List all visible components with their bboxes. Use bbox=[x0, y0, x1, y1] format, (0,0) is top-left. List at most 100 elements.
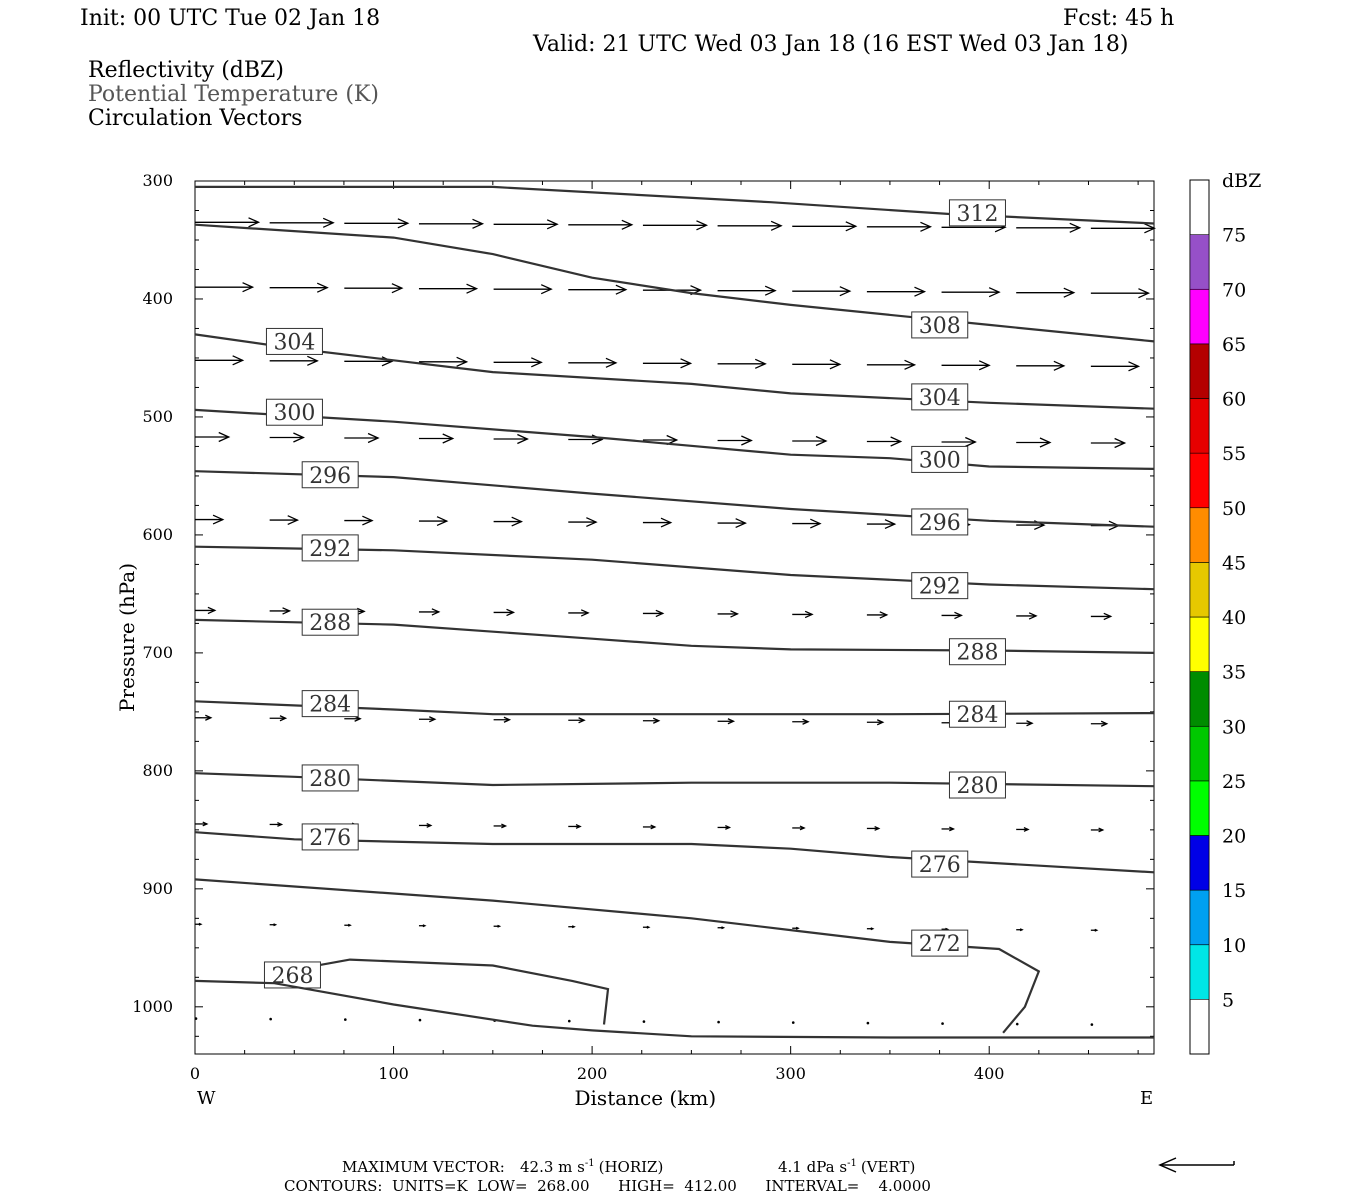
footer-max-vector-vert: 4.1 dPa s-1 (VERT) bbox=[778, 1158, 915, 1176]
vector-arrowhead bbox=[287, 515, 300, 526]
footer-max-vector-label: MAXIMUM VECTOR: bbox=[342, 1158, 505, 1176]
colorbar-band bbox=[1189, 343, 1210, 399]
contour-label-box bbox=[301, 823, 359, 851]
contour-label-box bbox=[911, 850, 969, 878]
footer-contours-info: CONTOURS: UNITS=K LOW= 268.00 HIGH= 412.… bbox=[284, 1177, 931, 1195]
vector-arrowhead bbox=[362, 515, 374, 526]
vector-arrowhead bbox=[660, 517, 673, 528]
contour-label-box bbox=[948, 700, 1006, 728]
contour-292 bbox=[194, 545, 1155, 591]
contour-label: 308 bbox=[919, 314, 961, 339]
vector-arrowhead bbox=[506, 608, 516, 617]
forecast-hour: Fcst: 45 h bbox=[1063, 6, 1174, 31]
vector-arrowhead bbox=[1094, 928, 1099, 932]
vector-arrowhead bbox=[735, 518, 747, 529]
x-end-label-east: E bbox=[1140, 1088, 1153, 1109]
vector-arrowhead bbox=[218, 431, 231, 443]
x-tick-label: 100 bbox=[378, 1064, 409, 1083]
contour-label: 296 bbox=[919, 511, 961, 536]
vector-dot bbox=[194, 1017, 198, 1020]
vector-arrowhead bbox=[876, 719, 885, 726]
vector-arrowhead bbox=[1026, 720, 1034, 727]
vector-arrowhead bbox=[605, 357, 618, 368]
vector-arrowhead bbox=[212, 514, 225, 525]
vector-arrowhead bbox=[839, 286, 852, 297]
vector-arrowhead bbox=[884, 519, 897, 530]
vector-arrowhead bbox=[727, 718, 736, 725]
vector-arrowhead bbox=[1053, 360, 1066, 371]
contour-300 bbox=[194, 408, 1155, 470]
contour-label-box bbox=[301, 764, 359, 792]
vector-arrowhead bbox=[202, 821, 209, 827]
vector-arrowhead bbox=[754, 358, 767, 369]
vector-arrowhead bbox=[1069, 222, 1082, 233]
colorbar-band bbox=[1189, 889, 1210, 946]
colorbar-tick-label: 50 bbox=[1222, 498, 1246, 520]
vector-arrowhead bbox=[730, 610, 740, 618]
vector-arrowhead bbox=[546, 219, 559, 230]
y-tick-label: 700 bbox=[142, 643, 173, 662]
contour-280 bbox=[194, 772, 1155, 788]
x-tick-label: 200 bbox=[577, 1064, 608, 1083]
vector-arrowhead bbox=[391, 283, 404, 294]
vector-arrowhead bbox=[511, 516, 524, 527]
vector-arrowhead bbox=[680, 358, 693, 369]
vector-arrowhead bbox=[799, 825, 806, 831]
colorbar-tick-label: 60 bbox=[1222, 389, 1246, 411]
contour-label-box bbox=[301, 534, 359, 562]
colorbar-tick-label: 45 bbox=[1222, 552, 1246, 574]
y-tick-label: 800 bbox=[142, 761, 173, 780]
contour-label: 300 bbox=[273, 401, 315, 426]
vector-arrowhead bbox=[571, 925, 576, 929]
contour-label: 292 bbox=[919, 575, 961, 600]
vector-arrowhead bbox=[879, 611, 889, 619]
vector-arrowhead bbox=[273, 923, 278, 927]
y-tick-label: 400 bbox=[142, 289, 173, 308]
contour-label-box bbox=[265, 398, 323, 426]
vector-arrowhead bbox=[741, 435, 753, 446]
vector-arrowhead bbox=[764, 285, 777, 296]
circulation-vectors bbox=[194, 217, 1156, 1026]
vector-arrowhead bbox=[1028, 612, 1038, 620]
vector-arrowhead bbox=[578, 717, 586, 724]
y-tick-label: 300 bbox=[142, 171, 173, 190]
colorbar-tick-label: 40 bbox=[1222, 607, 1246, 629]
vector-arrowhead bbox=[646, 925, 651, 929]
vector-arrowhead bbox=[615, 284, 628, 295]
contour-label: 268 bbox=[271, 964, 313, 989]
colorbar-tick-label: 5 bbox=[1222, 989, 1234, 1011]
contour-label: 280 bbox=[309, 767, 351, 792]
contour-label-box bbox=[911, 445, 969, 473]
contour-label: 304 bbox=[273, 330, 315, 355]
vector-arrowhead bbox=[497, 924, 502, 928]
vector-arrowhead bbox=[1144, 223, 1156, 234]
contour-label: 296 bbox=[309, 464, 351, 489]
contour-272 bbox=[194, 878, 1041, 1034]
vector-arrowhead bbox=[456, 356, 469, 367]
colorbar-band bbox=[1189, 671, 1210, 727]
contour-label-box bbox=[911, 572, 969, 600]
vector-arrowhead bbox=[988, 287, 1001, 298]
valid-time: Valid: 21 UTC Wed 03 Jan 18 (16 EST Wed … bbox=[532, 32, 1129, 57]
vector-dot bbox=[1015, 1022, 1019, 1026]
vector-arrowhead bbox=[429, 716, 437, 723]
contour-296 bbox=[194, 470, 1155, 528]
contour-276 bbox=[194, 831, 1155, 874]
vector-arrowhead bbox=[307, 355, 319, 366]
vector-arrowhead bbox=[277, 821, 284, 827]
vector-arrowhead bbox=[248, 217, 261, 228]
vector-arrowhead bbox=[436, 516, 449, 527]
vector-arrowhead bbox=[621, 219, 634, 230]
colorbar-band bbox=[1189, 725, 1210, 782]
contour-label-box bbox=[265, 327, 323, 355]
vector-dot bbox=[1090, 1023, 1094, 1026]
colorbar-band bbox=[1189, 616, 1210, 672]
vector-arrowhead bbox=[586, 517, 598, 528]
vector-dot bbox=[344, 1018, 347, 1021]
colorbar-band bbox=[1189, 780, 1210, 836]
vector-arrowhead bbox=[540, 284, 553, 295]
vector-arrowhead bbox=[949, 826, 956, 832]
contour-label: 280 bbox=[956, 774, 998, 799]
colorbar-tick-label: 15 bbox=[1222, 880, 1246, 902]
vector-arrowhead bbox=[978, 360, 991, 371]
